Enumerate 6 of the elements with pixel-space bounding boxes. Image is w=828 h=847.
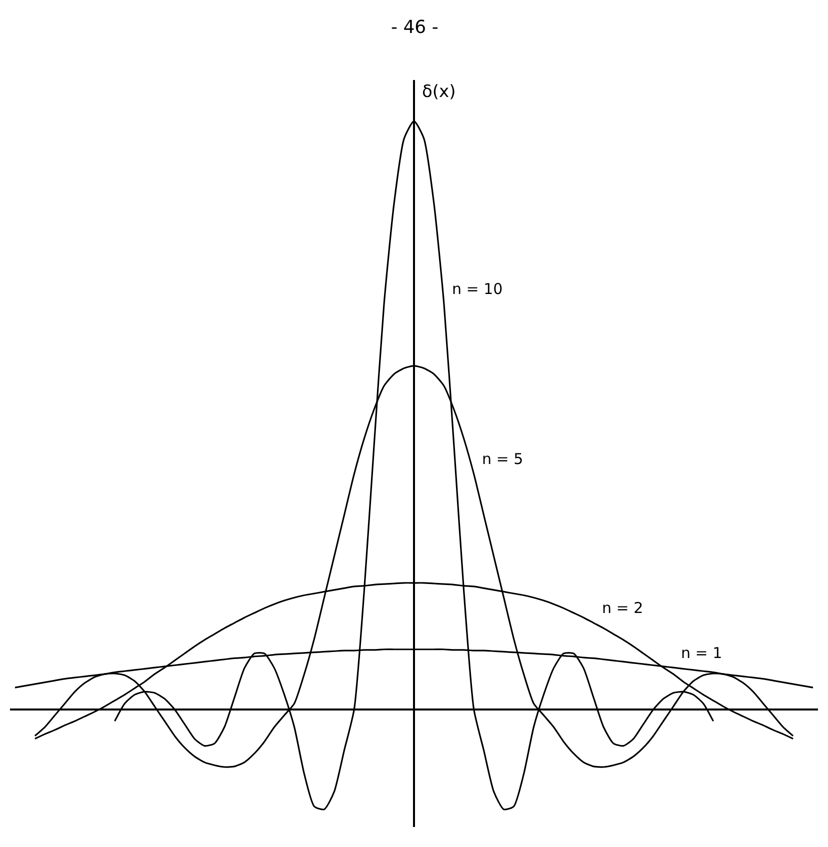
series-label: n = 1	[681, 644, 722, 662]
series-label: n = 10	[452, 280, 503, 298]
series-label: n = 5	[482, 450, 524, 468]
y-axis-title: δ(x)	[422, 82, 456, 102]
series-label: n = 2	[602, 599, 644, 617]
text: - 46 -	[391, 17, 438, 38]
